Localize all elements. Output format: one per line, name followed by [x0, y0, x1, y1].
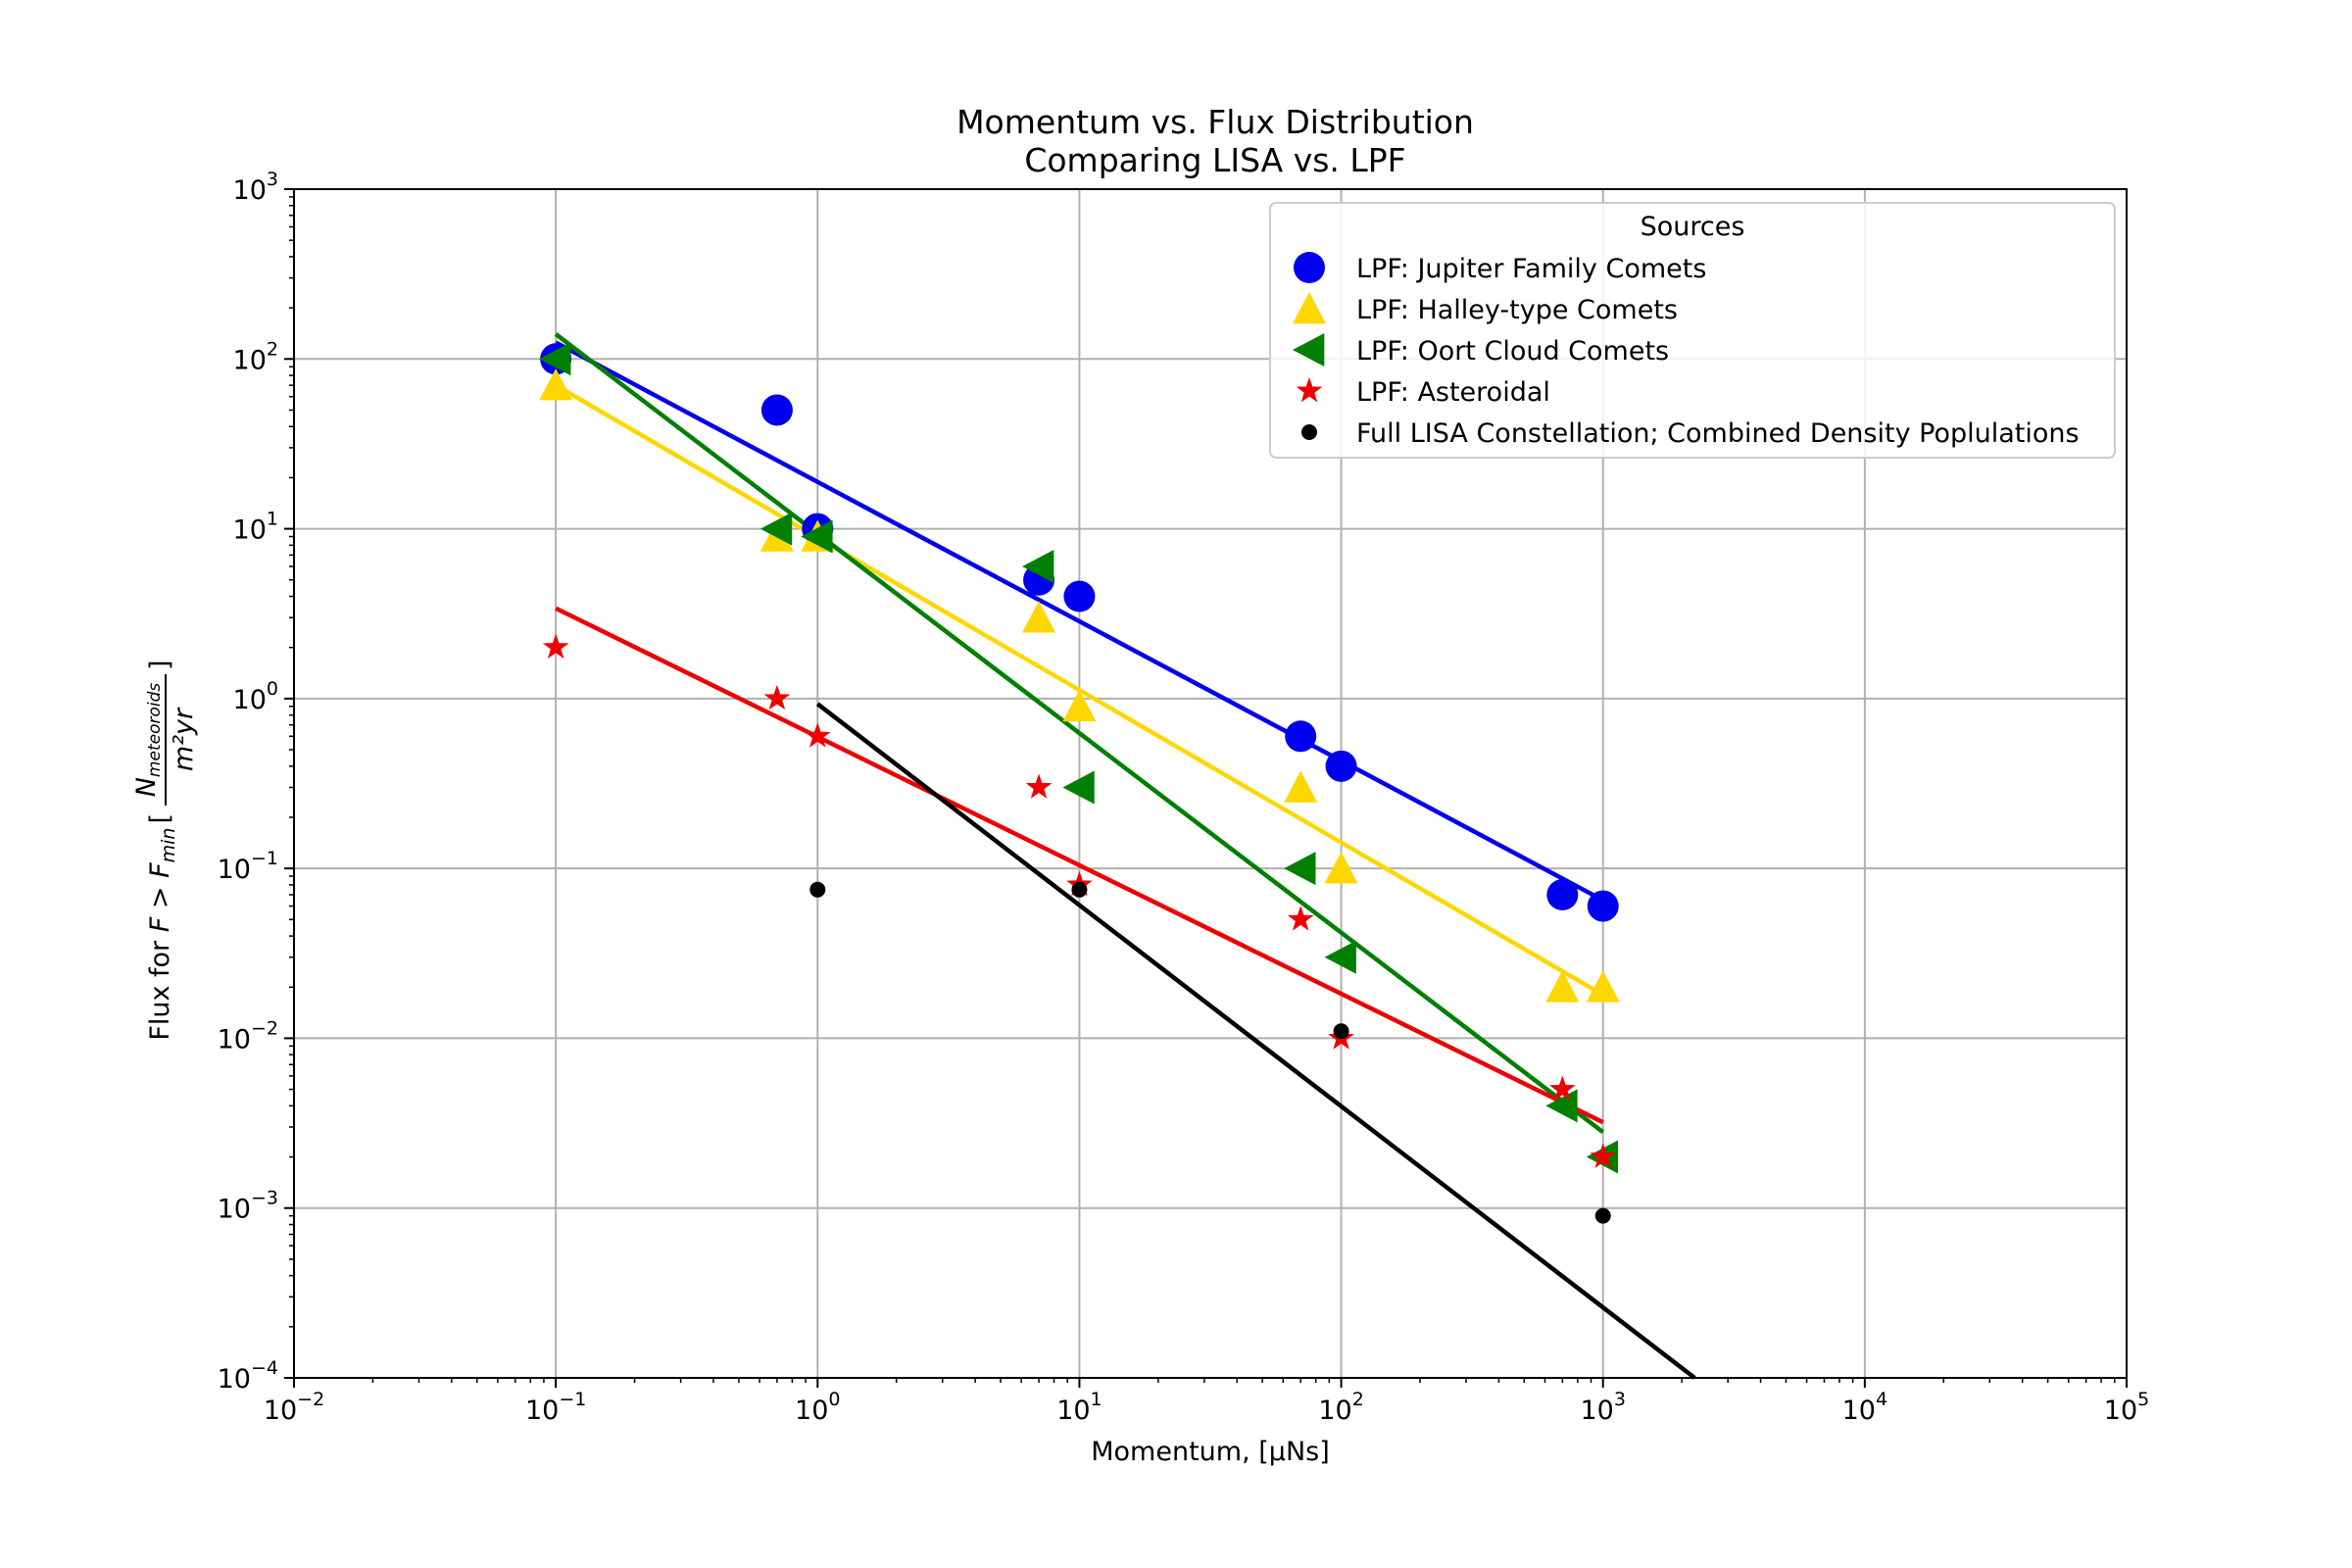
point-halley — [1324, 852, 1358, 884]
legend-label-lisa: Full LISA Constellation; Combined Densit… — [1356, 418, 2080, 449]
legend-label-jfc: LPF: Jupiter Family Comets — [1356, 254, 1706, 284]
point-oort — [1284, 852, 1316, 886]
x-axis-ticks: 10−2 10−1 100 101 102 103 104 105 — [264, 1378, 2149, 1426]
legend-marker-asteroidal — [1296, 377, 1323, 403]
point-asteroidal — [1025, 773, 1053, 799]
y-axis-label-numerator: Nmeteoroids — [131, 683, 165, 798]
point-jfc — [760, 394, 793, 426]
chart-subtitle: Comparing LISA vs. LPF — [1024, 141, 1405, 179]
legend: Sources LPF: Jupiter Family Comets LPF: H… — [1269, 202, 2116, 459]
x-tick-label: 102 — [1318, 1389, 1363, 1426]
legend-label-asteroidal: LPF: Asteroidal — [1356, 377, 1550, 408]
x-tick-label: 10−1 — [525, 1389, 586, 1426]
x-axis-label: Momentum, [μNs] — [1091, 1437, 1330, 1467]
point-jfc — [1587, 890, 1619, 922]
y-tick-label: 10−3 — [218, 1188, 278, 1225]
y-axis-label-prefix: Flux for — [145, 932, 175, 1040]
y-axis-label-sub: min — [158, 828, 179, 863]
point-oort — [760, 512, 793, 546]
point-asteroidal — [1549, 1075, 1576, 1101]
y-axis-label-num-sub: meteoroids — [145, 683, 165, 777]
plot-frame — [293, 188, 2128, 1379]
legend-marker-oort — [1293, 333, 1325, 367]
legend-frame — [1269, 202, 2116, 459]
y-tick-label: 101 — [233, 509, 278, 546]
y-axis-label: Flux for F > Fmin [ Nmeteoroids m²yr ] — [131, 660, 199, 1040]
point-halley — [1022, 601, 1056, 633]
point-jfc — [1325, 750, 1357, 782]
y-axis-label-bracket-open: [ — [145, 813, 175, 824]
point-jfc — [1285, 720, 1317, 753]
x-tick-label: 10−2 — [264, 1389, 324, 1426]
legend-label-halley: LPF: Halley-type Comets — [1356, 295, 1678, 325]
point-lisa — [1071, 881, 1088, 898]
point-asteroidal — [763, 684, 791, 710]
y-axis-label-num: N — [131, 777, 162, 797]
point-asteroidal — [804, 722, 831, 748]
legend-entries: LPF: Jupiter Family Comets LPF: Halley-ty… — [1293, 252, 2080, 449]
y-tick-label: 100 — [233, 678, 278, 715]
x-tick-label: 103 — [1580, 1389, 1625, 1426]
fit-line-asteroidal — [555, 606, 1604, 1125]
legend-title: Sources — [1641, 212, 1745, 242]
legend-marker-lisa — [1301, 424, 1317, 440]
y-tick-label: 10−2 — [218, 1017, 278, 1054]
chart-title: Momentum vs. Flux Distribution — [956, 103, 1474, 141]
point-halley — [1062, 689, 1097, 722]
point-halley — [1545, 970, 1580, 1003]
point-jfc — [1063, 580, 1096, 612]
svg-text:Flux for F > Fmin[: Flux for F > Fmin [ — [145, 813, 179, 1041]
fit-line-oort — [554, 332, 1605, 1135]
point-oort — [1062, 770, 1095, 805]
x-tick-label: 101 — [1056, 1389, 1102, 1426]
y-tick-label: 10−1 — [218, 848, 278, 885]
point-oort — [1022, 550, 1054, 584]
data-points — [539, 342, 1620, 1224]
x-tick-label: 104 — [1842, 1389, 1887, 1426]
point-lisa — [809, 881, 826, 898]
x-tick-label: 105 — [2104, 1389, 2149, 1426]
y-axis-ticks: 10−4 10−3 10−2 10−1 100 101 102 103 — [218, 169, 294, 1395]
point-oort — [1324, 940, 1356, 974]
point-asteroidal — [1287, 906, 1314, 931]
legend-marker-halley — [1293, 292, 1326, 324]
fit-line-lisa — [815, 702, 1696, 1380]
point-halley — [1284, 770, 1318, 803]
point-halley — [539, 368, 573, 401]
x-tick-label: 100 — [795, 1389, 840, 1426]
point-halley — [1586, 970, 1620, 1003]
y-axis-label-denominator: m²yr — [169, 707, 199, 771]
y-tick-label: 10−4 — [218, 1357, 278, 1395]
legend-marker-jfc — [1294, 252, 1325, 283]
point-oort — [539, 342, 571, 376]
y-axis-label-math: F > F — [145, 862, 175, 932]
y-tick-label: 102 — [233, 338, 278, 375]
point-asteroidal — [542, 633, 569, 660]
point-asteroidal — [1590, 1143, 1617, 1168]
point-lisa — [1333, 1023, 1349, 1040]
point-jfc — [1546, 878, 1579, 910]
point-oort — [801, 519, 833, 554]
point-lisa — [1594, 1207, 1611, 1224]
y-axis-label-bracket-close: ] — [145, 660, 175, 670]
fit-line-jfc — [555, 340, 1604, 903]
y-tick-label: 103 — [233, 169, 278, 206]
legend-label-oort: LPF: Oort Cloud Comets — [1356, 336, 1669, 367]
